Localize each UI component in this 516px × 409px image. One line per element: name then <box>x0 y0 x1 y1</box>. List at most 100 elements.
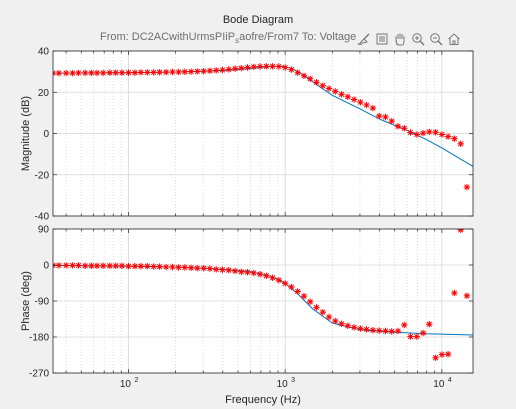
data-point <box>413 333 420 340</box>
data-point <box>53 69 57 77</box>
data-point <box>118 69 126 76</box>
y-tick-label: -180 <box>29 333 49 344</box>
y-tick-label: 0 <box>43 261 49 272</box>
data-point <box>263 272 270 279</box>
data-point <box>338 91 345 98</box>
data-point <box>300 72 308 80</box>
y-tick-label: -40 <box>35 212 50 223</box>
data-point <box>432 354 439 361</box>
data-point <box>212 67 220 74</box>
data-point <box>319 82 326 89</box>
data-point <box>75 262 82 269</box>
y-axis-label: Phase (deg) <box>20 271 32 331</box>
data-point <box>200 67 207 75</box>
series-group <box>53 229 473 361</box>
home-icon[interactable] <box>445 30 462 48</box>
data-point <box>444 133 452 140</box>
data-point <box>407 129 414 136</box>
data-point <box>62 69 70 77</box>
data-point <box>238 268 245 275</box>
data-point <box>263 63 270 70</box>
data-point <box>294 69 301 76</box>
zoom-in-icon[interactable] <box>409 30 426 48</box>
data-point <box>438 131 446 138</box>
data-point <box>231 65 239 72</box>
data-point <box>382 113 389 121</box>
data-point <box>99 69 107 77</box>
data-point <box>275 63 283 70</box>
series-group <box>53 63 473 191</box>
y-tick-label: 40 <box>38 47 50 58</box>
data-point <box>206 265 214 272</box>
data-point <box>332 88 339 95</box>
data-point <box>388 117 395 125</box>
data-point <box>419 129 427 137</box>
axes-toolbar <box>355 30 462 48</box>
data-point <box>144 263 151 270</box>
data-tips-icon[interactable] <box>373 30 390 48</box>
chart-subtitle: From: DC2ACwithUrmsPIiPsaofre/From7 To: … <box>100 31 356 45</box>
data-point <box>457 229 464 234</box>
data-point <box>225 267 233 274</box>
magnitude-axes[interactable]: 40 20 0 -20 -40 Magnitude (dB) <box>20 47 474 223</box>
y-tick-label: -270 <box>29 369 49 380</box>
data-point <box>187 68 195 75</box>
data-point <box>93 69 101 77</box>
data-point <box>81 69 89 77</box>
data-point <box>194 68 201 75</box>
zoom-out-icon[interactable] <box>427 30 444 48</box>
data-point <box>463 183 471 191</box>
data-point <box>131 69 139 76</box>
data-point <box>112 262 120 269</box>
data-point <box>426 128 433 136</box>
data-point <box>451 289 458 297</box>
data-point <box>125 69 132 76</box>
data-point <box>181 264 189 271</box>
data-point <box>288 283 295 291</box>
data-point <box>244 64 251 71</box>
data-point <box>187 264 195 271</box>
data-point <box>144 69 151 76</box>
data-point <box>181 68 189 76</box>
data-point <box>307 298 314 305</box>
data-point <box>457 140 464 148</box>
data-point <box>282 64 289 71</box>
data-point <box>69 262 76 269</box>
data-point <box>344 322 351 329</box>
x-tick-label: 10 <box>120 379 132 390</box>
data-point <box>156 263 163 270</box>
data-point <box>250 63 258 71</box>
data-point <box>194 265 201 272</box>
data-point <box>225 66 233 73</box>
data-point <box>451 135 458 142</box>
data-point <box>426 321 433 328</box>
subtitle-prefix: From: DC2ACwithUrmsPIiP <box>100 31 236 43</box>
data-point <box>269 274 276 281</box>
data-point <box>282 280 289 287</box>
data-point <box>275 277 283 284</box>
pan-hand-icon[interactable] <box>391 30 408 48</box>
data-point <box>288 66 295 73</box>
data-point <box>401 125 408 132</box>
data-point <box>419 329 427 337</box>
data-point <box>313 304 320 311</box>
data-point <box>106 69 114 76</box>
brush-icon[interactable] <box>355 30 372 48</box>
data-point <box>175 68 182 76</box>
data-point <box>350 324 358 331</box>
data-point <box>332 317 339 325</box>
data-point <box>200 265 207 272</box>
data-point <box>444 351 452 358</box>
data-point <box>55 69 63 77</box>
data-point <box>55 262 63 269</box>
x-tick-label: 10 <box>433 379 445 390</box>
data-point <box>250 269 258 277</box>
y-tick-label: 90 <box>38 225 50 236</box>
data-point <box>69 69 76 77</box>
data-point <box>369 104 377 112</box>
data-point <box>307 75 314 83</box>
y-tick-label: 20 <box>38 88 50 99</box>
data-point <box>206 67 214 75</box>
